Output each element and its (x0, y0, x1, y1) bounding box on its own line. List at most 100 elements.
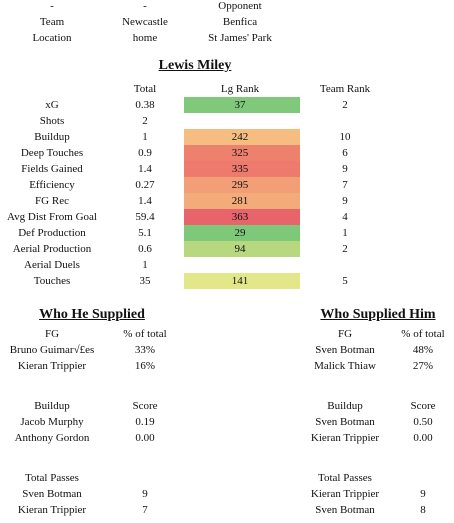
rank-cell (184, 241, 300, 257)
column-header: Total (133, 83, 157, 95)
stat-total: 5.1 (138, 227, 152, 239)
team-rank: 7 (342, 179, 348, 191)
rank-cell (184, 97, 300, 113)
player-name: Lewis Miley (158, 58, 232, 73)
team-rank: 6 (342, 147, 348, 159)
league-rank: 242 (231, 131, 249, 143)
league-rank: 37 (234, 99, 246, 111)
stat-label: Touches (33, 275, 71, 287)
league-rank: 295 (231, 179, 249, 191)
stat-total: 0.27 (135, 179, 155, 191)
stat-total: 35 (139, 275, 151, 287)
team-rank: 9 (342, 163, 348, 175)
league-rank: 281 (231, 195, 249, 207)
stat-label: FG Rec (35, 195, 69, 207)
team-rank: 4 (342, 211, 348, 223)
value: 9 (142, 488, 148, 500)
column-header: FG (44, 328, 60, 340)
section-title: Who Supplied Him (320, 307, 436, 322)
stat-label: Avg Dist From Goal (7, 211, 97, 223)
stat-label: Aerial Production (12, 243, 92, 255)
team-rank: 2 (342, 243, 348, 255)
stat-total: 1 (142, 131, 148, 143)
player: Malick Thiaw (314, 360, 376, 372)
player: Kieran Trippier (17, 360, 87, 372)
header-cell: Benfica (222, 16, 258, 28)
column-header: FG (337, 328, 353, 340)
rank-cell (184, 193, 300, 209)
value: 0.00 (413, 432, 433, 444)
league-rank: 325 (231, 147, 249, 159)
stat-total: 1.4 (138, 163, 152, 175)
value: 27% (412, 360, 434, 372)
column-header: Total Passes (25, 472, 79, 484)
league-rank: 363 (231, 211, 249, 223)
team-rank: 10 (339, 131, 351, 143)
player: Kieran Trippier (310, 488, 380, 500)
rank-cell (184, 273, 300, 289)
stat-label: Efficiency (29, 179, 75, 191)
player: Sven Botman (22, 488, 82, 500)
column-header: Buildup (34, 400, 70, 412)
stat-total: 0.6 (138, 243, 152, 255)
player: Sven Botman (315, 416, 375, 428)
player: Jacob Murphy (20, 416, 84, 428)
header-cell: St James' Park (208, 32, 272, 44)
header-cell: Newcastle (122, 16, 168, 28)
stat-label: Deep Touches (20, 147, 84, 159)
rank-cell (184, 129, 300, 145)
header-cell: home (132, 32, 158, 44)
player: Bruno Guimar√£es (9, 344, 95, 356)
value: 7 (142, 504, 148, 516)
team-rank: 1 (342, 227, 348, 239)
header-cell: - (143, 0, 147, 12)
column-header: Score (410, 400, 436, 412)
player: Kieran Trippier (17, 504, 87, 516)
column-header: Total Passes (318, 472, 372, 484)
value: 33% (134, 344, 156, 356)
league-rank: 335 (231, 163, 249, 175)
column-header: % of total (123, 328, 167, 340)
team-rank: 9 (342, 195, 348, 207)
value: 0.19 (135, 416, 155, 428)
league-rank: 94 (234, 243, 246, 255)
league-rank: 141 (231, 275, 249, 287)
stat-label: Aerial Duels (24, 259, 80, 271)
player: Anthony Gordon (14, 432, 90, 444)
column-header: Team Rank (319, 83, 371, 95)
rank-cell (184, 177, 300, 193)
header-cell: Location (32, 32, 72, 44)
value: 9 (420, 488, 426, 500)
rank-cell (184, 209, 300, 225)
stat-label: Shots (39, 115, 65, 127)
stat-total: 2 (142, 115, 148, 127)
value: 8 (420, 504, 426, 516)
stat-label: Fields Gained (21, 163, 83, 175)
stat-total: 0.9 (138, 147, 152, 159)
rank-cell (184, 161, 300, 177)
stat-total: 0.38 (135, 99, 155, 111)
header-cell: Team (39, 16, 65, 28)
section-title: Who He Supplied (39, 307, 145, 322)
value: 48% (412, 344, 434, 356)
league-rank: 29 (234, 227, 246, 239)
value: 16% (134, 360, 156, 372)
team-rank: 2 (342, 99, 348, 111)
column-header: Lg Rank (220, 83, 260, 95)
rank-cell (184, 145, 300, 161)
player: Sven Botman (315, 344, 375, 356)
team-rank: 5 (342, 275, 348, 287)
stat-label: xG (45, 99, 59, 111)
column-header: % of total (401, 328, 445, 340)
stat-total: 1.4 (138, 195, 152, 207)
rank-cell (184, 225, 300, 241)
player: Kieran Trippier (310, 432, 380, 444)
value: 0.00 (135, 432, 155, 444)
column-header: Buildup (327, 400, 363, 412)
header-cell: Opponent (218, 0, 262, 12)
column-header: Score (132, 400, 158, 412)
value: 0.50 (413, 416, 433, 428)
stat-label: Def Production (18, 227, 86, 239)
header-cell: - (50, 0, 54, 12)
